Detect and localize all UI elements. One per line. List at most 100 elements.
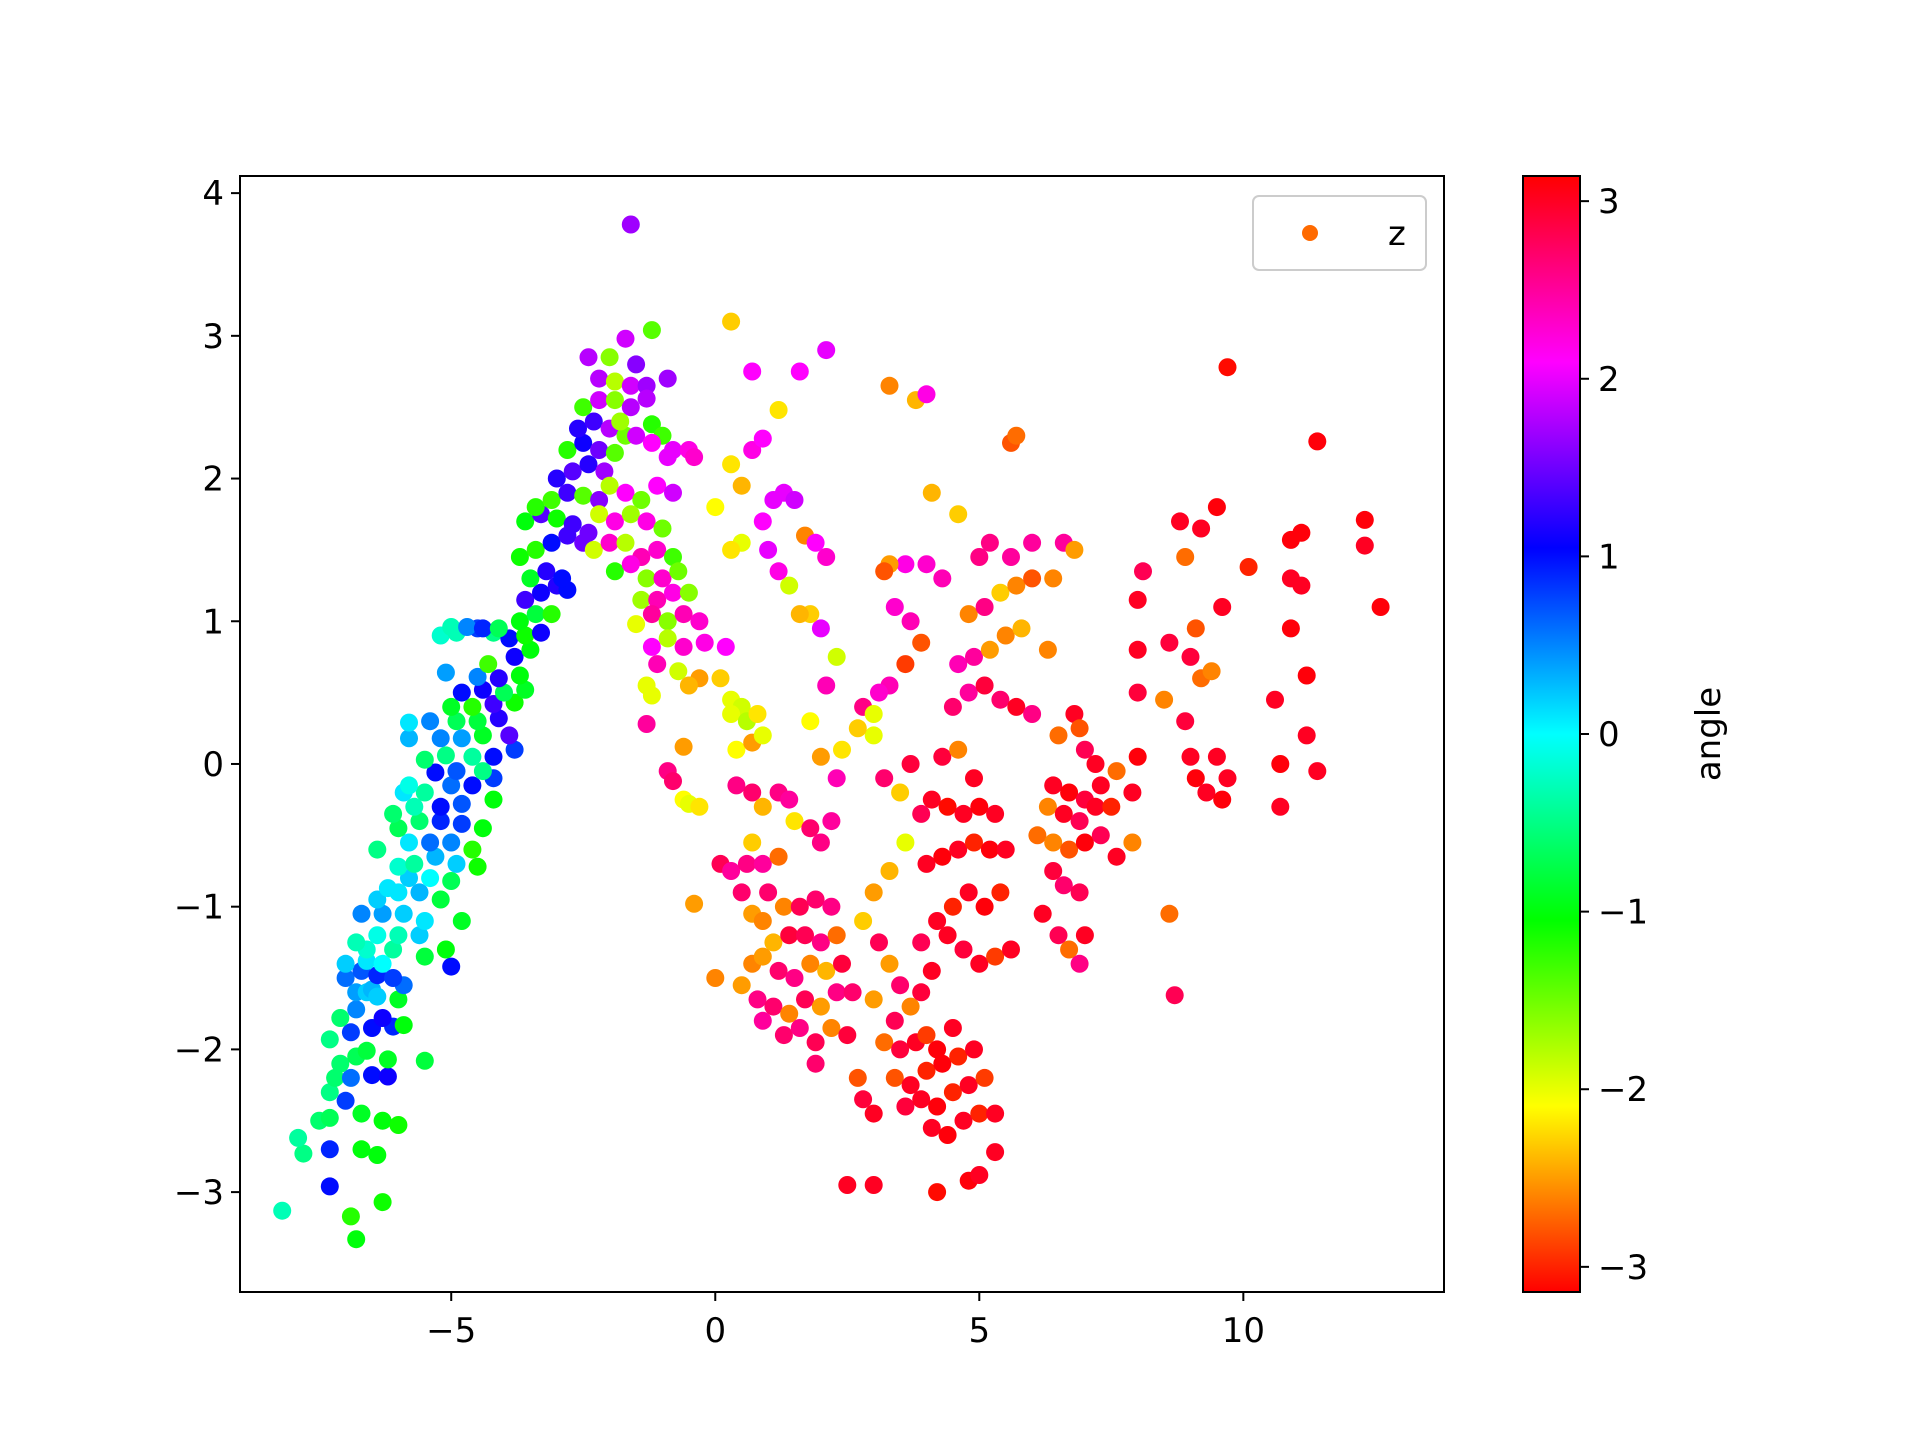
data-point (473, 819, 492, 838)
data-point (1044, 862, 1063, 880)
data-point (785, 812, 804, 831)
data-point (753, 797, 772, 816)
data-point (885, 598, 904, 616)
data-point (489, 709, 508, 728)
colorbar-tick-label: −2 (1598, 1070, 1648, 1110)
data-point (949, 1047, 968, 1066)
data-point (415, 912, 434, 930)
data-point (891, 976, 910, 995)
data-point (864, 726, 883, 745)
data-point (648, 540, 667, 559)
data-point (753, 512, 772, 531)
data-point (743, 441, 762, 459)
y-tick-label: 2 (202, 460, 224, 500)
data-point (896, 833, 915, 852)
data-point (389, 1116, 408, 1134)
data-point (669, 562, 688, 581)
data-point (838, 1026, 857, 1045)
data-point (521, 640, 540, 659)
data-point (320, 1140, 339, 1159)
data-point (727, 776, 746, 795)
data-point (1060, 940, 1079, 959)
data-point (426, 847, 445, 866)
data-point (817, 961, 836, 980)
data-point (965, 1040, 983, 1059)
data-point (864, 990, 883, 1009)
data-point (817, 341, 836, 360)
data-point (664, 483, 682, 502)
data-point (780, 790, 799, 809)
data-point (1281, 619, 1300, 638)
data-point (516, 626, 535, 645)
data-point (938, 797, 957, 816)
data-point (547, 509, 566, 528)
data-point (943, 697, 962, 716)
data-point (463, 840, 482, 859)
data-point (1070, 812, 1089, 831)
data-point (959, 1076, 978, 1095)
data-point (933, 569, 952, 588)
data-point (727, 740, 746, 759)
data-point (574, 486, 593, 505)
data-point (431, 797, 450, 816)
data-point (669, 662, 688, 681)
data-point (780, 926, 799, 945)
data-point (637, 512, 656, 531)
data-point (341, 1207, 360, 1226)
data-point (848, 719, 867, 738)
data-point (595, 462, 614, 481)
data-point (431, 890, 450, 909)
data-point (1213, 598, 1232, 616)
data-point (1213, 790, 1232, 809)
data-point (986, 804, 1005, 823)
data-point (436, 940, 455, 959)
data-point (400, 869, 418, 888)
data-point (774, 1026, 793, 1045)
data-point (801, 819, 820, 838)
data-point (885, 1011, 904, 1030)
data-point (1355, 510, 1374, 529)
data-point (363, 1066, 381, 1085)
data-point (584, 412, 603, 431)
data-point (970, 797, 989, 816)
data-point (1181, 747, 1200, 766)
data-point (722, 705, 741, 723)
data-point (1186, 769, 1205, 788)
data-point (384, 804, 403, 823)
data-point (922, 961, 941, 980)
data-point (526, 540, 545, 559)
data-point (1070, 954, 1089, 973)
data-point (880, 954, 899, 973)
data-point (1002, 940, 1020, 959)
data-point (336, 969, 355, 987)
data-point (473, 619, 492, 638)
data-point (405, 854, 424, 873)
data-point (642, 605, 661, 624)
data-point (690, 797, 709, 816)
data-point (1128, 590, 1147, 609)
data-point (611, 412, 630, 431)
data-point (1355, 536, 1374, 555)
data-point (769, 401, 788, 419)
data-point (790, 605, 809, 624)
data-point (811, 619, 830, 638)
legend: z (1252, 195, 1427, 271)
data-point (1065, 705, 1084, 723)
data-point (959, 605, 978, 624)
data-point (584, 540, 603, 559)
data-point (563, 462, 582, 481)
data-point (1075, 740, 1094, 759)
data-point (516, 680, 535, 699)
data-point (679, 676, 698, 695)
data-point (632, 491, 651, 509)
data-point (827, 983, 846, 1002)
data-point (394, 904, 413, 923)
data-point (410, 926, 429, 945)
data-point (336, 954, 355, 973)
data-point (1123, 833, 1142, 852)
data-point (605, 512, 624, 531)
data-point (806, 533, 825, 552)
data-point (1297, 666, 1316, 685)
data-point (1086, 755, 1105, 773)
